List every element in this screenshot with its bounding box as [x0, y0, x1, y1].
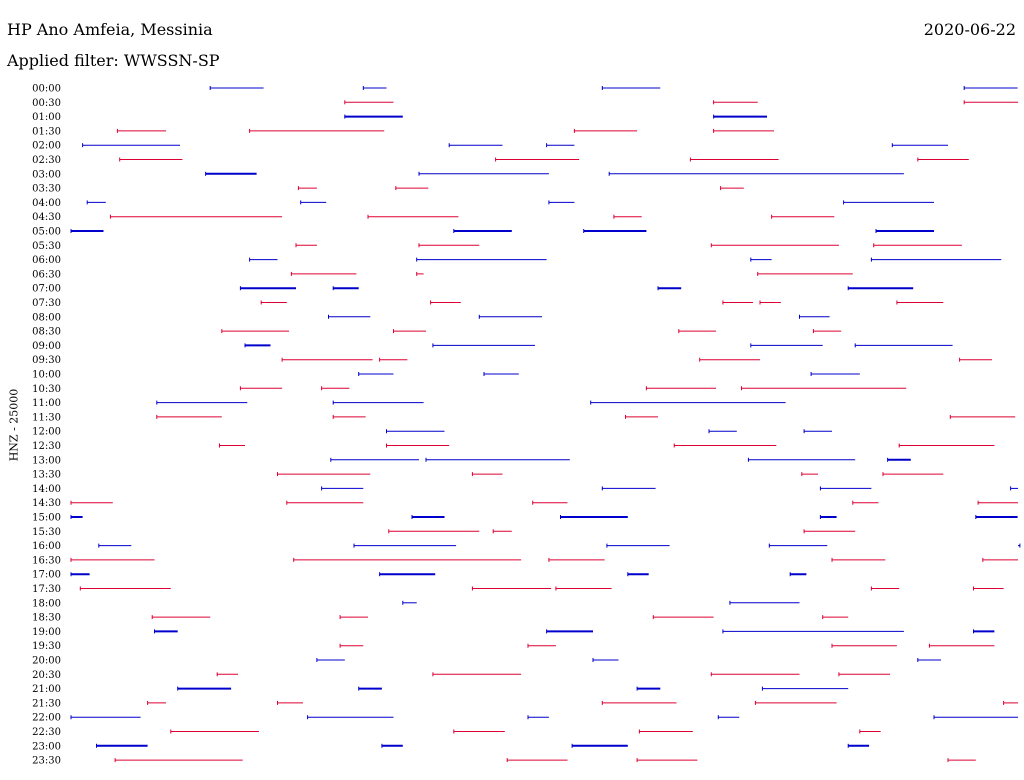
- y-tick-label: 21:30: [32, 698, 61, 709]
- y-tick-label: 16:30: [32, 555, 61, 566]
- y-tick-label: 23:30: [32, 756, 61, 767]
- y-tick-label: 04:00: [32, 198, 61, 209]
- y-tick-label: 03:30: [32, 184, 61, 195]
- y-tick-label: 12:30: [32, 441, 61, 452]
- y-tick-label: 23:00: [32, 741, 61, 752]
- y-tick-label: 22:30: [32, 727, 61, 738]
- y-tick-label: 07:30: [32, 298, 61, 309]
- y-tick-label: 06:30: [32, 269, 61, 280]
- y-tick-label: 15:00: [32, 513, 61, 524]
- y-tick-label: 13:00: [32, 455, 61, 466]
- y-tick-label: 15:30: [32, 527, 61, 538]
- y-tick-label: 00:30: [32, 98, 61, 109]
- y-tick-label: 09:00: [32, 341, 61, 352]
- y-tick-label: 11:00: [32, 398, 61, 409]
- y-tick-label: 13:30: [32, 470, 61, 481]
- y-tick-label: 21:00: [32, 684, 61, 695]
- y-tick-label: 08:00: [32, 312, 61, 323]
- y-tick-label: 14:30: [32, 498, 61, 509]
- y-tick-label: 19:30: [32, 641, 61, 652]
- y-tick-label: 01:30: [32, 126, 61, 137]
- y-tick-label: 08:30: [32, 327, 61, 338]
- y-tick-label: 14:00: [32, 484, 61, 495]
- y-tick-label: 20:00: [32, 656, 61, 667]
- y-tick-label: 04:30: [32, 212, 61, 223]
- y-tick-label: 10:00: [32, 370, 61, 381]
- y-tick-label: 12:00: [32, 427, 61, 438]
- y-tick-label: 22:00: [32, 713, 61, 724]
- date-label: 2020-06-22: [923, 20, 1016, 39]
- y-tick-label: 09:30: [32, 355, 61, 366]
- y-tick-label: 05:30: [32, 241, 61, 252]
- y-tick-label: 16:00: [32, 541, 61, 552]
- y-tick-label: 00:00: [32, 84, 61, 95]
- filter-label: Applied filter: WWSSN-SP: [7, 51, 220, 70]
- y-tick-label: 19:00: [32, 627, 61, 638]
- y-tick-label: 18:00: [32, 598, 61, 609]
- y-tick-label: 17:00: [32, 570, 61, 581]
- y-tick-label: 20:30: [32, 670, 61, 681]
- station-title: HP Ano Amfeia, Messinia: [7, 20, 213, 39]
- y-tick-label: 03:00: [32, 169, 61, 180]
- y-tick-label: 11:30: [32, 412, 61, 423]
- y-tick-label: 06:00: [32, 255, 61, 266]
- y-tick-label: 02:00: [32, 141, 61, 152]
- y-tick-label: 05:00: [32, 227, 61, 238]
- y-tick-label: 10:30: [32, 384, 61, 395]
- y-tick-label: 02:30: [32, 155, 61, 166]
- y-tick-label: 18:30: [32, 613, 61, 624]
- y-tick-label: 07:00: [32, 284, 61, 295]
- y-tick-label: 01:00: [32, 112, 61, 123]
- y-tick-label: 17:30: [32, 584, 61, 595]
